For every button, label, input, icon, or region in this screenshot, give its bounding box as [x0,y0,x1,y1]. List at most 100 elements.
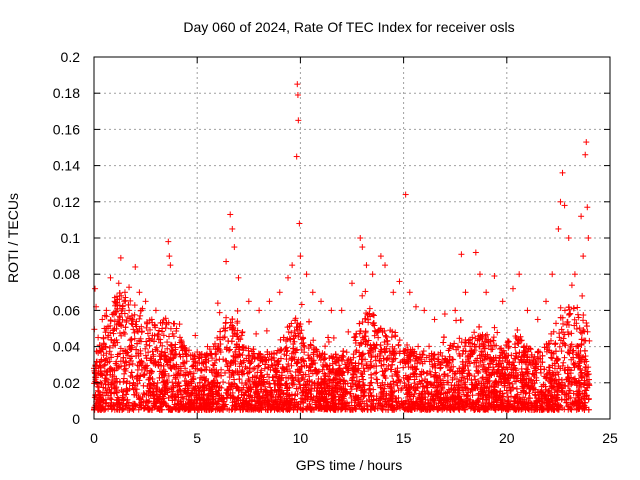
data-point [167,325,174,332]
data-point [514,327,521,334]
data-point [534,354,541,361]
data-point [182,365,189,372]
data-point [508,352,515,359]
data-point [580,312,587,319]
data-point [298,327,305,334]
data-point [412,366,419,373]
data-point [467,336,474,343]
data-point [561,340,568,347]
data-point [217,349,224,356]
data-point [157,339,164,346]
data-point [450,363,457,370]
data-point [234,307,241,314]
data-point [419,383,426,390]
data-point [343,349,350,356]
data-point [464,392,471,399]
data-point [380,361,387,368]
data-point [130,379,137,386]
data-point [131,335,138,342]
data-point [575,314,582,321]
data-point [389,343,396,350]
data-point [291,328,298,335]
data-point [153,344,160,351]
data-point [376,401,383,408]
data-point [138,329,145,336]
data-point [367,358,374,365]
data-point [583,319,590,326]
data-point [586,337,593,344]
data-point [291,381,298,388]
data-point [512,333,519,340]
data-point [147,326,154,333]
data-point [269,374,276,381]
data-point [131,311,138,318]
data-point [366,305,373,312]
data-point [166,333,173,340]
data-point [494,329,501,336]
data-point [415,343,422,350]
data-point [568,330,575,337]
data-point [568,282,575,289]
data-point [120,388,127,395]
data-point [145,349,152,356]
data-point [479,375,486,382]
data-point [571,316,578,323]
data-point [169,330,176,337]
data-point [126,284,133,291]
data-point [349,374,356,381]
data-point [246,352,253,359]
data-point [430,355,437,362]
data-point [321,384,328,391]
data-point [570,305,577,312]
data-point [116,330,123,337]
data-point [128,336,135,343]
data-point [317,357,324,364]
data-point [134,380,141,387]
data-point [566,311,573,318]
data-point [245,352,252,359]
data-point [229,369,236,376]
data-point [210,361,217,368]
data-point [278,369,285,376]
data-point [564,318,571,325]
data-point [217,328,224,335]
data-point [471,329,478,336]
data-point [581,347,588,354]
data-point [374,376,381,383]
data-point [361,368,368,375]
data-point [305,355,312,362]
data-point [475,362,482,369]
data-point [134,327,141,334]
data-point [479,357,486,364]
data-point [440,339,447,346]
data-point [436,361,443,368]
data-point [551,341,558,348]
data-point [170,354,177,361]
data-point [388,352,395,359]
data-point [269,362,276,369]
data-point [340,348,347,355]
data-point [163,320,170,327]
data-point [330,334,337,341]
data-point [359,319,366,326]
data-point [368,371,375,378]
data-point [216,309,223,316]
data-point [377,384,384,391]
data-point [220,379,227,386]
data-point [479,349,486,356]
data-point [136,315,143,322]
data-point [149,348,156,355]
data-point [504,339,511,346]
data-point [557,304,564,311]
data-point [106,348,113,355]
data-point [124,386,131,393]
data-point [122,367,129,374]
data-point [566,304,573,311]
data-point [576,325,583,332]
data-point [440,334,447,341]
data-point [263,327,270,334]
data-point [101,377,108,384]
data-point [566,310,573,317]
data-point [246,358,253,365]
data-point [468,377,475,384]
